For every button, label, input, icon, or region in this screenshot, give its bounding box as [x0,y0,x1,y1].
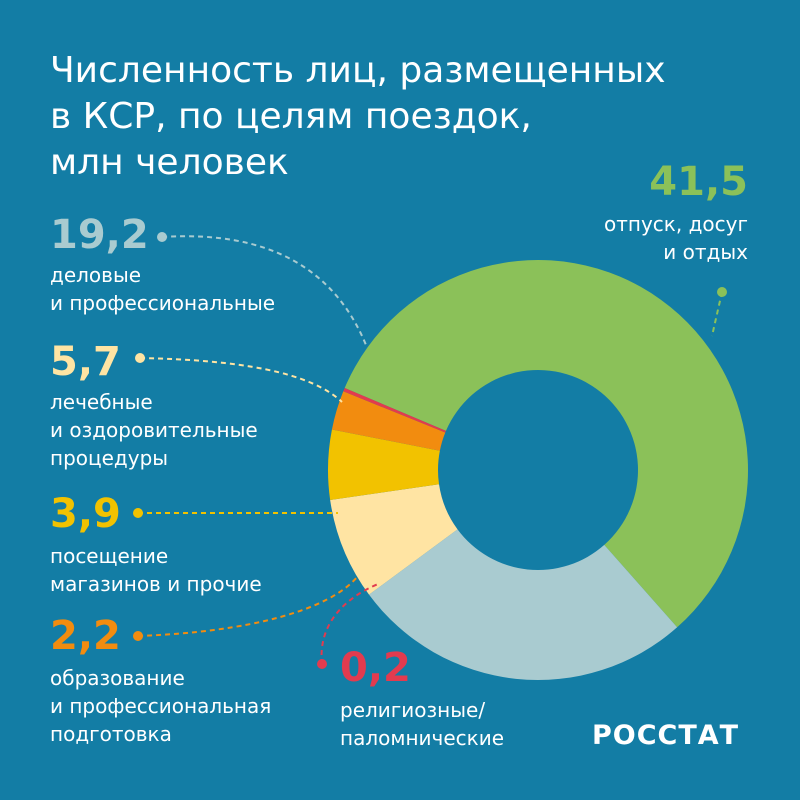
donut-slice-business [369,529,678,680]
desc-line: магазинов и прочие [50,572,262,596]
value-religious: 0,2 [340,645,411,691]
leader-line-medical [139,357,343,403]
donut-slice-medical [330,484,458,595]
desc-line: и оздоровительные [50,418,258,442]
desc-line: процедуры [50,446,169,470]
label-education: 2,2 образование и профессиональная подго… [50,614,271,748]
desc-medical: лечебные и оздоровительные процедуры [50,388,258,472]
leader-dot-shopping [133,508,143,518]
desc-line: и профессиональная [50,694,272,718]
leader-line-education [137,575,359,637]
leader-line-leisure [711,291,723,337]
title-line: в КСР, по целям поездок, [50,96,532,137]
value-leisure: 41,5 [649,159,748,205]
donut-slice-education [331,391,446,451]
leader-line-religious [320,583,379,665]
leader-dot-medical [135,353,145,363]
donut-slice-leisure [344,260,748,628]
desc-education: образование и профессиональная подготовк… [50,664,271,748]
chart-title: Численность лиц, размещенных в КСР, по ц… [50,48,770,186]
leader-dot-religious [317,659,327,669]
desc-line: паломнические [340,726,505,750]
desc-religious: религиозные/ паломнические [340,696,504,752]
label-medical: 5,7 лечебные и оздоровительные процедуры [50,340,258,472]
desc-line: подготовка [50,722,172,746]
value-shopping: 3,9 [50,491,121,537]
leader-dot-education [133,631,143,641]
label-leisure: 41,5 отпуск, досуг и отдых [604,160,748,266]
title-line: Численность лиц, размещенных [50,50,666,91]
label-shopping: 3,9 посещение магазинов и прочие [50,492,262,598]
desc-shopping: посещение магазинов и прочие [50,542,262,598]
desc-line: отпуск, досуг [604,212,748,236]
desc-line: образование [50,666,185,690]
desc-line: религиозные/ [340,698,486,722]
value-medical: 5,7 [50,339,121,385]
desc-line: и отдых [663,240,748,264]
leader-line-business [161,235,367,346]
rosstat-logo: РОССТАТ [592,720,740,751]
desc-business: деловые и профессиональные [50,261,275,317]
donut-slice-religious [343,387,446,433]
leader-dot-business [157,232,167,242]
value-business: 19,2 [50,212,149,258]
label-business: 19,2 деловые и профессиональные [50,213,275,317]
desc-line: деловые [50,263,142,287]
desc-line: посещение [50,544,169,568]
value-education: 2,2 [50,613,121,659]
title-line: млн человек [50,142,289,183]
desc-leisure: отпуск, досуг и отдых [604,210,748,266]
leader-dot-leisure [717,287,727,297]
label-religious: 0,2 религиозные/ паломнические [340,646,504,752]
donut-slice-shopping [328,429,440,500]
desc-line: и профессиональные [50,291,276,315]
desc-line: лечебные [50,390,153,414]
